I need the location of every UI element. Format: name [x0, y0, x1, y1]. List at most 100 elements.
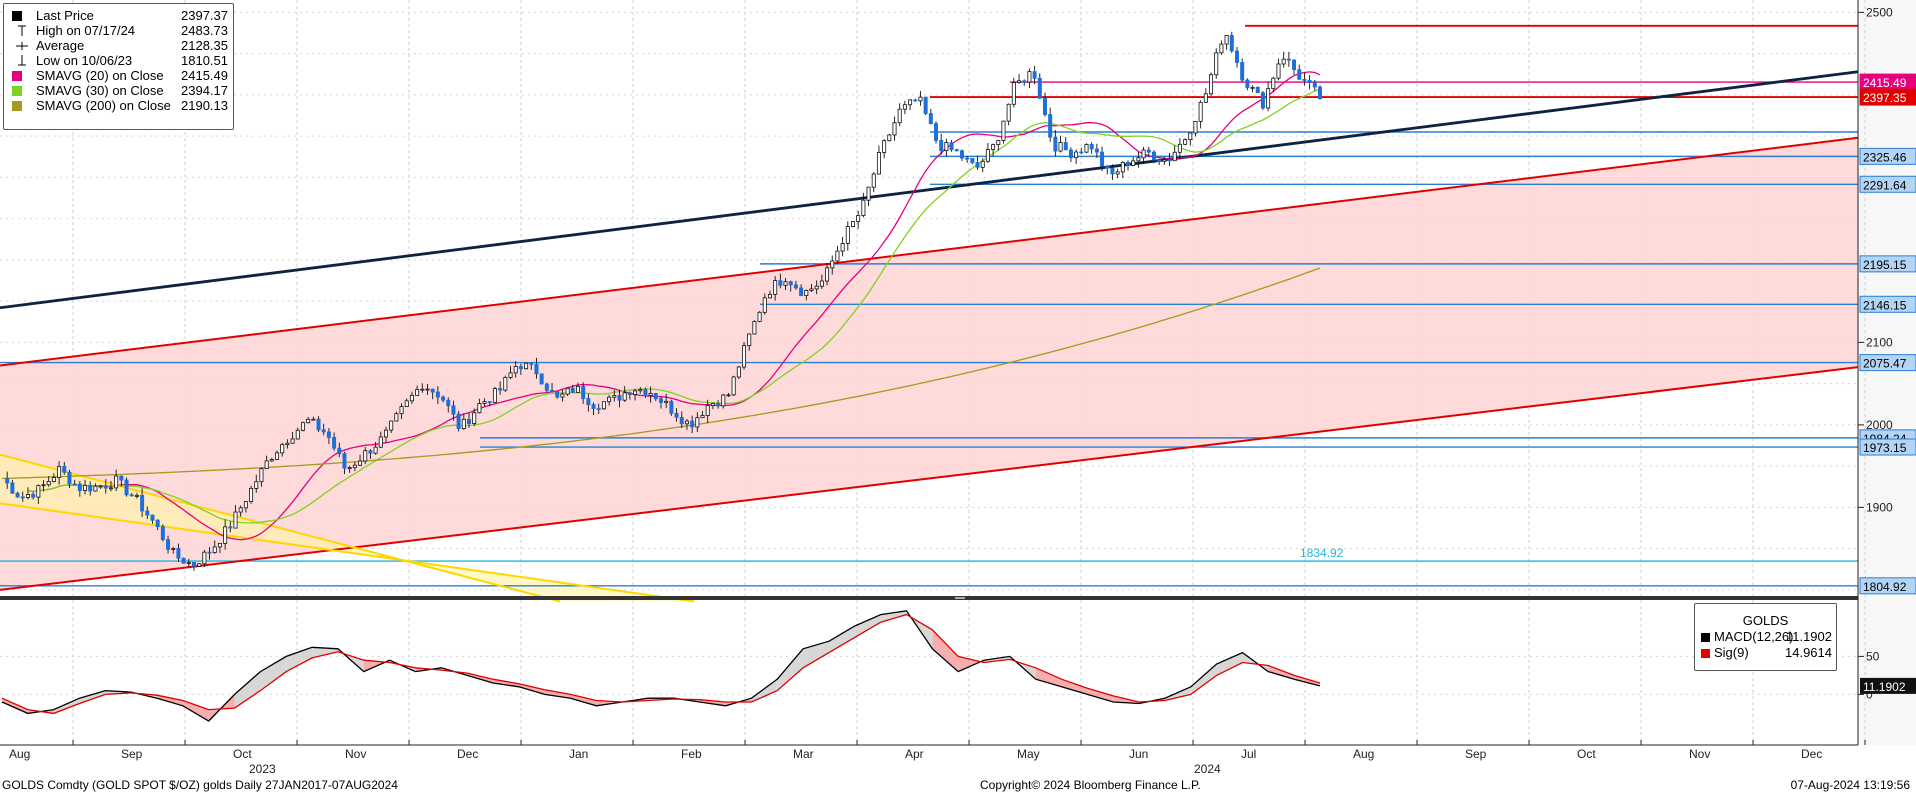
- macd-legend-row-signal: Sig(9) 14.9614: [1695, 645, 1836, 661]
- candle-body: [467, 418, 472, 424]
- price-tag: [1859, 88, 1916, 106]
- candle-body: [508, 372, 513, 378]
- candle-body: [498, 388, 503, 391]
- y-tick-label: 2500: [1866, 5, 1893, 19]
- candle-body: [1198, 101, 1203, 122]
- candle-body: [840, 243, 845, 252]
- macd-histogram-fill: [312, 647, 338, 658]
- candle-body: [10, 482, 15, 494]
- candle-body: [446, 399, 451, 407]
- red-square-icon: [1701, 649, 1710, 658]
- macd-histogram-fill: [544, 689, 571, 699]
- candle-body: [934, 123, 939, 141]
- candle-body: [1042, 97, 1047, 115]
- candle-body: [913, 99, 918, 102]
- candle-body: [31, 494, 36, 498]
- candle-body: [264, 460, 269, 470]
- candle-body: [409, 394, 414, 402]
- candle-body: [425, 388, 430, 391]
- x-tick-label: Oct: [1577, 747, 1596, 761]
- candle-body: [1120, 161, 1125, 173]
- candle-body: [363, 450, 368, 462]
- candle-body: [129, 494, 134, 497]
- macd-histogram-fill: [182, 700, 209, 721]
- candle-body: [985, 149, 990, 162]
- candle-body: [804, 290, 809, 296]
- candle-body: [845, 226, 850, 244]
- candle-body: [819, 280, 824, 287]
- x-tick-label: Jun: [1129, 747, 1148, 761]
- candle-body: [1001, 120, 1006, 141]
- candle-body: [88, 484, 93, 492]
- candle-body: [238, 507, 243, 513]
- candle-body: [731, 376, 736, 396]
- macd-panel: [1, 610, 1321, 722]
- candle-body: [882, 140, 887, 153]
- magenta-square-icon: [12, 71, 22, 81]
- candle-body: [98, 485, 103, 488]
- candle-body: [321, 429, 326, 433]
- yellow-trend-line: [0, 502, 695, 603]
- moving-averages: [1, 71, 1321, 541]
- macd-histogram-fill: [751, 679, 778, 702]
- candle-body: [451, 405, 456, 415]
- candle-body: [887, 134, 892, 142]
- candle-body: [1126, 161, 1131, 166]
- macd-histogram-fill: [828, 626, 855, 653]
- candle-body: [560, 393, 565, 398]
- candle-body: [259, 468, 264, 483]
- candle-body: [1266, 88, 1271, 109]
- candle-body: [762, 297, 767, 313]
- candle-body: [581, 386, 586, 399]
- candle-body: [721, 394, 726, 407]
- candle-body: [767, 293, 772, 299]
- candle-body: [399, 406, 404, 415]
- macd-histogram-fill: [53, 698, 80, 714]
- price-tag-label: 2325.46: [1863, 150, 1907, 164]
- candle-body: [275, 452, 280, 460]
- x-tick-label: Dec: [457, 747, 478, 761]
- signal-line: [1, 613, 1321, 715]
- x-tick-label: May: [1017, 747, 1040, 761]
- footer-security-info: GOLDS Comdty (GOLD SPOT $/OZ) golds Dail…: [2, 778, 398, 792]
- macd-histogram-fill: [1216, 652, 1243, 676]
- candle-body: [959, 150, 964, 159]
- macd-y-tick-label: 50: [1866, 649, 1880, 663]
- candle-body: [20, 496, 25, 499]
- candle-body: [5, 478, 10, 484]
- candle-body: [337, 447, 342, 455]
- candle-body: [269, 459, 274, 462]
- low-marker-icon: [18, 55, 26, 66]
- candle-body: [664, 400, 669, 403]
- smavg-200-line: [1, 267, 1321, 480]
- candle-body: [871, 173, 876, 188]
- candle-body: [228, 526, 233, 529]
- x-tick-label: Nov: [1689, 747, 1710, 761]
- x-tick-label: Sep: [1465, 747, 1487, 761]
- candle-body: [1183, 139, 1188, 145]
- candle-body: [1297, 69, 1302, 80]
- candle-body: [461, 418, 466, 429]
- candle-body: [311, 418, 316, 421]
- footer-copyright: Copyright© 2024 Bloomberg Finance L.P.: [980, 778, 1201, 792]
- x-tick-label: Feb: [681, 747, 702, 761]
- x-tick-label: Apr: [905, 747, 924, 761]
- candle-body: [420, 388, 425, 391]
- x-tick-label: Oct: [233, 747, 252, 761]
- candle-body: [254, 481, 259, 489]
- high-marker-icon: [18, 25, 26, 36]
- price-tag-label: 2195.15: [1863, 258, 1907, 272]
- candle-body: [114, 475, 119, 489]
- candle-body: [1141, 149, 1146, 159]
- candle-body: [518, 366, 523, 370]
- candle-body: [482, 401, 487, 404]
- candle-body: [1302, 78, 1307, 81]
- macd-histogram-fill: [286, 647, 313, 672]
- candle-body: [1146, 149, 1151, 153]
- price-tag-label: 2146.15: [1863, 298, 1907, 312]
- macd-legend-row-macd: MACD(12,26) 11.1902: [1695, 629, 1836, 645]
- candle-body: [119, 475, 124, 481]
- candle-body: [539, 373, 544, 385]
